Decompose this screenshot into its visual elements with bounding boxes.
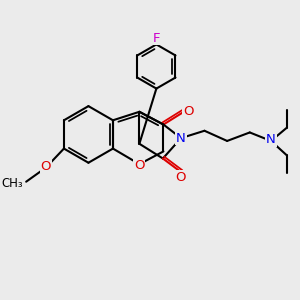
Text: F: F xyxy=(153,32,160,45)
Text: O: O xyxy=(134,159,145,172)
Text: O: O xyxy=(176,171,186,184)
Text: CH₃: CH₃ xyxy=(1,177,23,190)
Text: O: O xyxy=(183,105,193,118)
Text: O: O xyxy=(41,160,51,172)
Text: N: N xyxy=(266,133,276,146)
Text: N: N xyxy=(176,132,186,145)
